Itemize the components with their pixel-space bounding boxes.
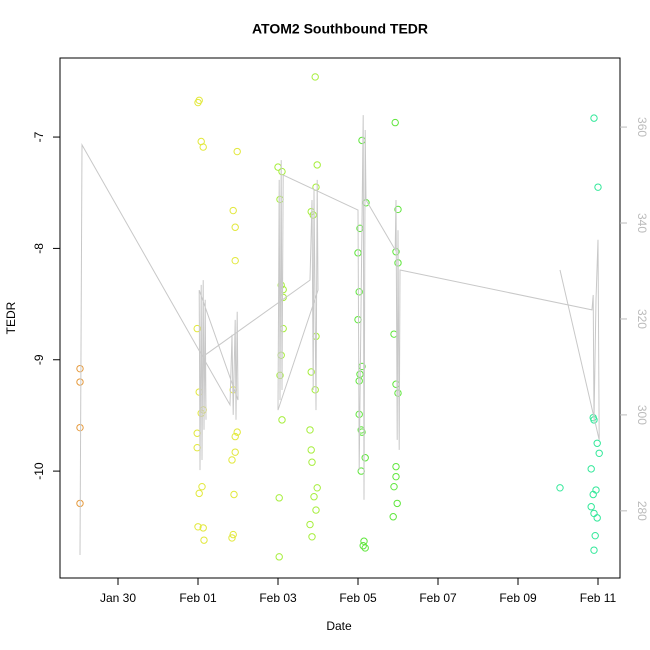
plot-frame xyxy=(59,57,621,579)
point xyxy=(228,534,236,542)
point xyxy=(556,484,564,492)
point xyxy=(392,472,400,481)
point xyxy=(230,490,238,499)
point xyxy=(594,183,602,191)
point xyxy=(276,195,284,204)
point xyxy=(595,449,603,457)
y-tick-label: -8 xyxy=(32,243,46,254)
point xyxy=(231,256,239,265)
point xyxy=(306,426,314,434)
point xyxy=(311,386,319,394)
point xyxy=(590,509,598,518)
point xyxy=(355,288,363,296)
point xyxy=(307,368,315,376)
point xyxy=(358,136,366,145)
x-tick-label: Jan 30 xyxy=(100,591,136,605)
point xyxy=(228,456,236,464)
x-tick-label: Feb 11 xyxy=(580,591,617,605)
line xyxy=(79,115,600,555)
point xyxy=(313,484,321,492)
point xyxy=(359,542,367,550)
point xyxy=(231,432,239,441)
point xyxy=(199,524,207,532)
point xyxy=(194,98,202,107)
x-tick-label: Feb 03 xyxy=(259,591,297,605)
point xyxy=(360,537,368,545)
point xyxy=(278,416,286,424)
point xyxy=(308,533,316,541)
point xyxy=(278,167,286,176)
x-tick-label: Feb 01 xyxy=(179,591,217,605)
point xyxy=(193,324,201,333)
point xyxy=(394,205,402,214)
point xyxy=(394,389,402,397)
y2-tick-label: 360 xyxy=(635,117,649,137)
point xyxy=(311,73,319,81)
point xyxy=(389,513,397,521)
point xyxy=(392,380,400,388)
y2-tick-label: 300 xyxy=(635,405,649,425)
point xyxy=(194,523,202,531)
point xyxy=(589,490,597,499)
point xyxy=(591,531,599,540)
point xyxy=(587,503,595,511)
point xyxy=(198,482,206,491)
point xyxy=(229,206,237,215)
point xyxy=(587,465,595,473)
point xyxy=(233,147,241,156)
point xyxy=(308,458,316,466)
point xyxy=(229,530,237,539)
point xyxy=(593,514,601,522)
point xyxy=(313,161,321,169)
point xyxy=(76,378,84,386)
point xyxy=(307,446,315,454)
point xyxy=(391,118,399,127)
point xyxy=(312,506,320,514)
point xyxy=(306,520,314,529)
point xyxy=(361,544,369,552)
y-tick-label: -10 xyxy=(32,462,46,480)
point xyxy=(231,448,239,456)
point xyxy=(590,114,598,122)
point xyxy=(233,428,241,436)
point xyxy=(76,423,84,432)
x-axis-label: Date xyxy=(326,619,352,633)
point xyxy=(392,462,400,471)
point xyxy=(195,489,203,498)
y2-tick-label: 340 xyxy=(635,213,649,233)
y2-tick-label: 280 xyxy=(635,501,649,521)
point xyxy=(275,494,283,502)
y-tick-label: -9 xyxy=(32,354,46,365)
point xyxy=(310,493,318,501)
point xyxy=(200,536,208,544)
point xyxy=(590,546,598,554)
point xyxy=(275,553,283,561)
x-tick-label: Feb 07 xyxy=(419,591,457,605)
point xyxy=(393,499,401,508)
point xyxy=(593,439,601,447)
point xyxy=(361,454,369,462)
point xyxy=(231,223,239,231)
chart-title: ATOM2 Southbound TEDR xyxy=(252,21,428,37)
y2-tick-label: 320 xyxy=(635,309,649,329)
point xyxy=(309,211,317,219)
point xyxy=(76,364,84,373)
y-axis-label: TEDR xyxy=(4,301,18,334)
point xyxy=(279,324,287,333)
x-tick-label: Feb 05 xyxy=(339,591,377,605)
point xyxy=(199,143,207,151)
point xyxy=(277,351,285,360)
y-tick-label: -7 xyxy=(32,131,46,142)
x-tick-label: Feb 09 xyxy=(499,591,537,605)
point xyxy=(390,482,398,491)
